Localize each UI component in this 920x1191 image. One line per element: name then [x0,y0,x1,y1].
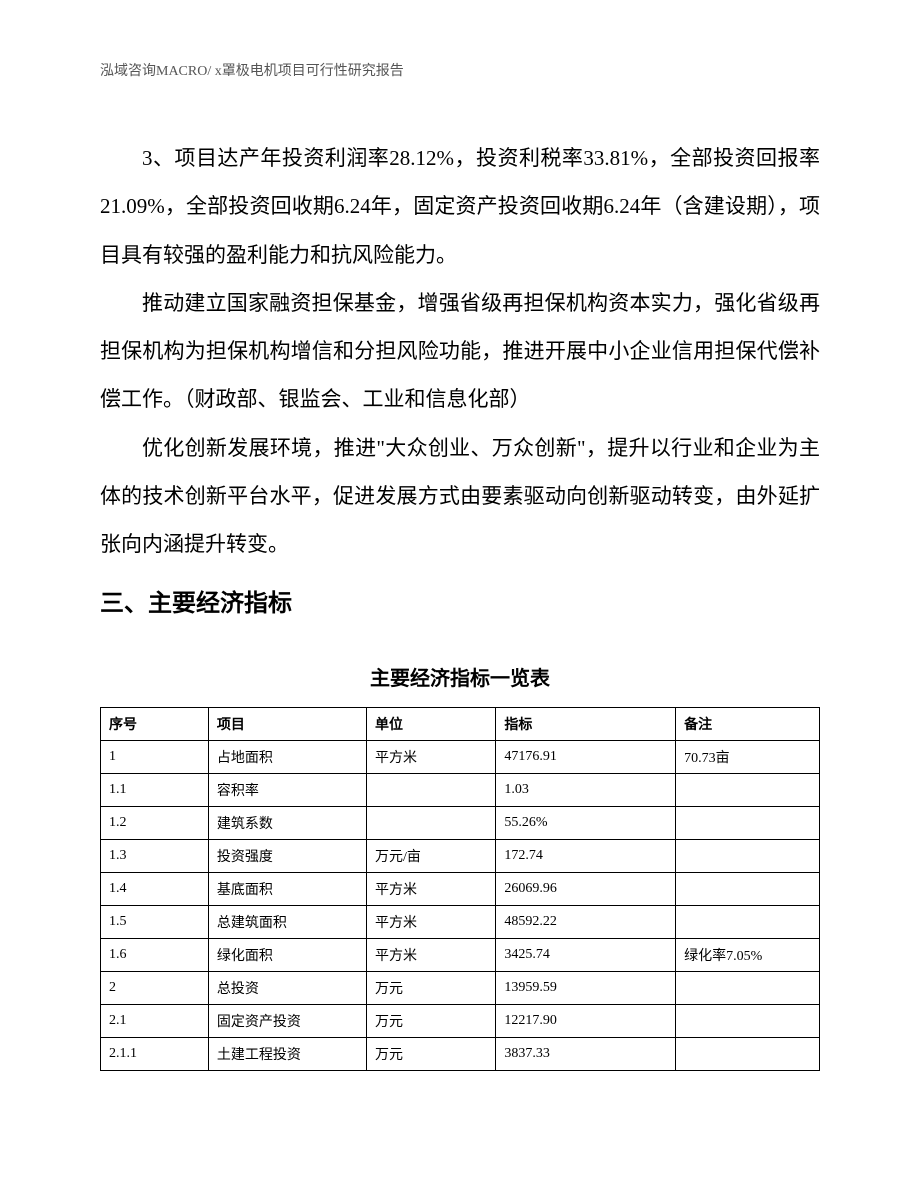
cell-value: 26069.96 [496,872,676,905]
cell-seq: 2 [101,971,209,1004]
table-row: 1.6 绿化面积 平方米 3425.74 绿化率7.05% [101,938,820,971]
table-row: 2.1 固定资产投资 万元 12217.90 [101,1004,820,1037]
cell-seq: 1.1 [101,773,209,806]
economic-indicators-table: 序号 项目 单位 指标 备注 1 占地面积 平方米 47176.91 70.73… [100,707,820,1071]
cell-item: 总投资 [208,971,366,1004]
header-item: 项目 [208,707,366,740]
header-seq: 序号 [101,707,209,740]
table-row: 2.1.1 土建工程投资 万元 3837.33 [101,1037,820,1070]
table-header-row: 序号 项目 单位 指标 备注 [101,707,820,740]
paragraph-3: 优化创新发展环境，推进"大众创业、万众创新"，提升以行业和企业为主体的技术创新平… [100,424,820,569]
cell-note [676,872,820,905]
cell-value: 172.74 [496,839,676,872]
cell-note [676,1037,820,1070]
cell-unit: 平方米 [367,872,496,905]
header-unit: 单位 [367,707,496,740]
cell-unit: 平方米 [367,740,496,773]
cell-note [676,1004,820,1037]
cell-value: 12217.90 [496,1004,676,1037]
cell-unit: 万元 [367,971,496,1004]
cell-note [676,905,820,938]
table-row: 1.1 容积率 1.03 [101,773,820,806]
cell-note: 绿化率7.05% [676,938,820,971]
cell-seq: 2.1.1 [101,1037,209,1070]
header-note: 备注 [676,707,820,740]
cell-unit [367,806,496,839]
table-row: 2 总投资 万元 13959.59 [101,971,820,1004]
cell-seq: 1.2 [101,806,209,839]
table-row: 1.2 建筑系数 55.26% [101,806,820,839]
section-title: 三、主要经济指标 [100,577,820,632]
cell-item: 基底面积 [208,872,366,905]
cell-value: 3425.74 [496,938,676,971]
table-title: 主要经济指标一览表 [100,662,820,691]
cell-item: 占地面积 [208,740,366,773]
table-row: 1 占地面积 平方米 47176.91 70.73亩 [101,740,820,773]
cell-seq: 1 [101,740,209,773]
cell-seq: 1.4 [101,872,209,905]
cell-seq: 1.5 [101,905,209,938]
cell-note [676,806,820,839]
cell-unit: 平方米 [367,938,496,971]
cell-value: 1.03 [496,773,676,806]
cell-note [676,773,820,806]
cell-item: 绿化面积 [208,938,366,971]
cell-value: 13959.59 [496,971,676,1004]
cell-item: 容积率 [208,773,366,806]
cell-item: 总建筑面积 [208,905,366,938]
cell-seq: 1.3 [101,839,209,872]
cell-seq: 1.6 [101,938,209,971]
paragraph-1: 3、项目达产年投资利润率28.12%，投资利税率33.81%，全部投资回报率21… [100,134,820,279]
cell-unit [367,773,496,806]
cell-note: 70.73亩 [676,740,820,773]
cell-unit: 万元 [367,1004,496,1037]
cell-value: 55.26% [496,806,676,839]
cell-item: 投资强度 [208,839,366,872]
header-value: 指标 [496,707,676,740]
cell-value: 47176.91 [496,740,676,773]
paragraph-2: 推动建立国家融资担保基金，增强省级再担保机构资本实力，强化省级再担保机构为担保机… [100,279,820,424]
cell-item: 土建工程投资 [208,1037,366,1070]
cell-unit: 万元/亩 [367,839,496,872]
cell-value: 3837.33 [496,1037,676,1070]
cell-value: 48592.22 [496,905,676,938]
cell-unit: 万元 [367,1037,496,1070]
document-header: 泓域咨询MACRO/ x罩极电机项目可行性研究报告 [100,60,820,84]
cell-note [676,839,820,872]
cell-item: 建筑系数 [208,806,366,839]
cell-seq: 2.1 [101,1004,209,1037]
table-row: 1.3 投资强度 万元/亩 172.74 [101,839,820,872]
cell-note [676,971,820,1004]
content-area: 3、项目达产年投资利润率28.12%，投资利税率33.81%，全部投资回报率21… [100,134,820,632]
cell-unit: 平方米 [367,905,496,938]
table-row: 1.5 总建筑面积 平方米 48592.22 [101,905,820,938]
table-row: 1.4 基底面积 平方米 26069.96 [101,872,820,905]
cell-item: 固定资产投资 [208,1004,366,1037]
